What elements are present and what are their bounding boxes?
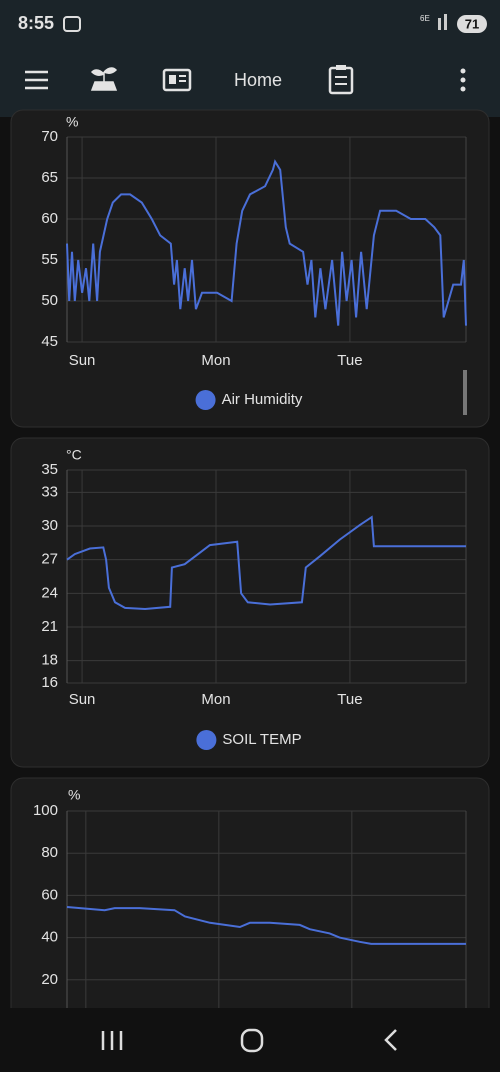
chart-card: % 45 50 55 60 65 70 Sun Mon Tue Air Humidity bbox=[10, 109, 490, 428]
y-tick-label: 20 bbox=[41, 971, 58, 988]
legend-item[interactable]: SOIL TEMP bbox=[196, 730, 302, 750]
cards: % 45 50 55 60 65 70 Sun Mon Tue Air Humidity °C 16 18… bbox=[10, 109, 490, 1072]
x-tick-label: Mon bbox=[201, 691, 230, 708]
y-tick-label: 45 bbox=[41, 333, 58, 350]
network-label: 6E bbox=[420, 14, 430, 23]
chart-card: % 20 40 60 80 100 bbox=[10, 777, 490, 1072]
y-tick-label: 27 bbox=[41, 551, 58, 568]
y-tick-label: 16 bbox=[41, 674, 58, 691]
y-tick-label: 60 bbox=[41, 210, 58, 227]
clipboard-tab[interactable] bbox=[328, 65, 354, 95]
x-tick-label: Tue bbox=[337, 691, 362, 708]
y-tick-label: 18 bbox=[41, 652, 58, 669]
app-header bbox=[0, 0, 500, 117]
home-tab[interactable]: Home bbox=[234, 70, 282, 90]
y-tick-label: 21 bbox=[41, 618, 58, 635]
y-unit: °C bbox=[66, 447, 82, 463]
signal-icon bbox=[438, 18, 441, 30]
legend-item[interactable]: Air Humidity bbox=[195, 390, 303, 410]
clock: 8:55 bbox=[18, 13, 54, 33]
recents-button[interactable] bbox=[101, 1031, 123, 1050]
legend-swatch bbox=[195, 390, 216, 410]
y-unit: % bbox=[68, 787, 80, 803]
signal-icon bbox=[444, 14, 447, 30]
x-tick-label: Sun bbox=[69, 691, 96, 708]
back-button[interactable] bbox=[384, 1029, 397, 1051]
y-unit: % bbox=[66, 114, 78, 130]
y-tick-label: 65 bbox=[41, 169, 58, 186]
data-line bbox=[66, 515, 466, 611]
news-tab[interactable] bbox=[162, 68, 192, 92]
menu-button[interactable] bbox=[25, 70, 48, 90]
x-tick-label: Tue bbox=[337, 352, 362, 369]
chart-card: °C 16 18 21 24 27 30 33 35 Sun Mon Tue SOIL TEMP bbox=[10, 437, 490, 768]
legend-swatch bbox=[196, 730, 217, 750]
x-tick-label: Mon bbox=[201, 352, 230, 369]
card bbox=[10, 109, 490, 428]
scrollbar bbox=[463, 370, 467, 415]
y-tick-label: 50 bbox=[41, 292, 58, 309]
y-tick-label: 55 bbox=[41, 251, 58, 268]
y-tick-label: 30 bbox=[41, 517, 58, 534]
legend-label: Air Humidity bbox=[222, 391, 303, 408]
y-tick-label: 100 bbox=[33, 802, 58, 819]
y-tick-label: 60 bbox=[41, 886, 58, 903]
battery bbox=[457, 15, 487, 33]
screenshot-icon bbox=[63, 16, 81, 32]
y-tick-label: 24 bbox=[41, 584, 58, 601]
overflow-menu[interactable] bbox=[460, 68, 466, 92]
home-button[interactable] bbox=[240, 1028, 264, 1053]
x-tick-label: Sun bbox=[69, 352, 96, 369]
data-line bbox=[66, 906, 466, 945]
nav-bar bbox=[0, 1008, 500, 1072]
y-tick-label: 80 bbox=[41, 844, 58, 861]
battery-level: 71 bbox=[465, 16, 479, 31]
y-tick-label: 33 bbox=[41, 483, 58, 500]
y-tick-label: 35 bbox=[41, 461, 58, 478]
data-line bbox=[66, 159, 467, 326]
y-tick-label: 40 bbox=[41, 929, 58, 946]
legend-label: SOIL TEMP bbox=[222, 731, 301, 748]
y-tick-label: 70 bbox=[41, 128, 58, 145]
card bbox=[10, 777, 490, 1072]
